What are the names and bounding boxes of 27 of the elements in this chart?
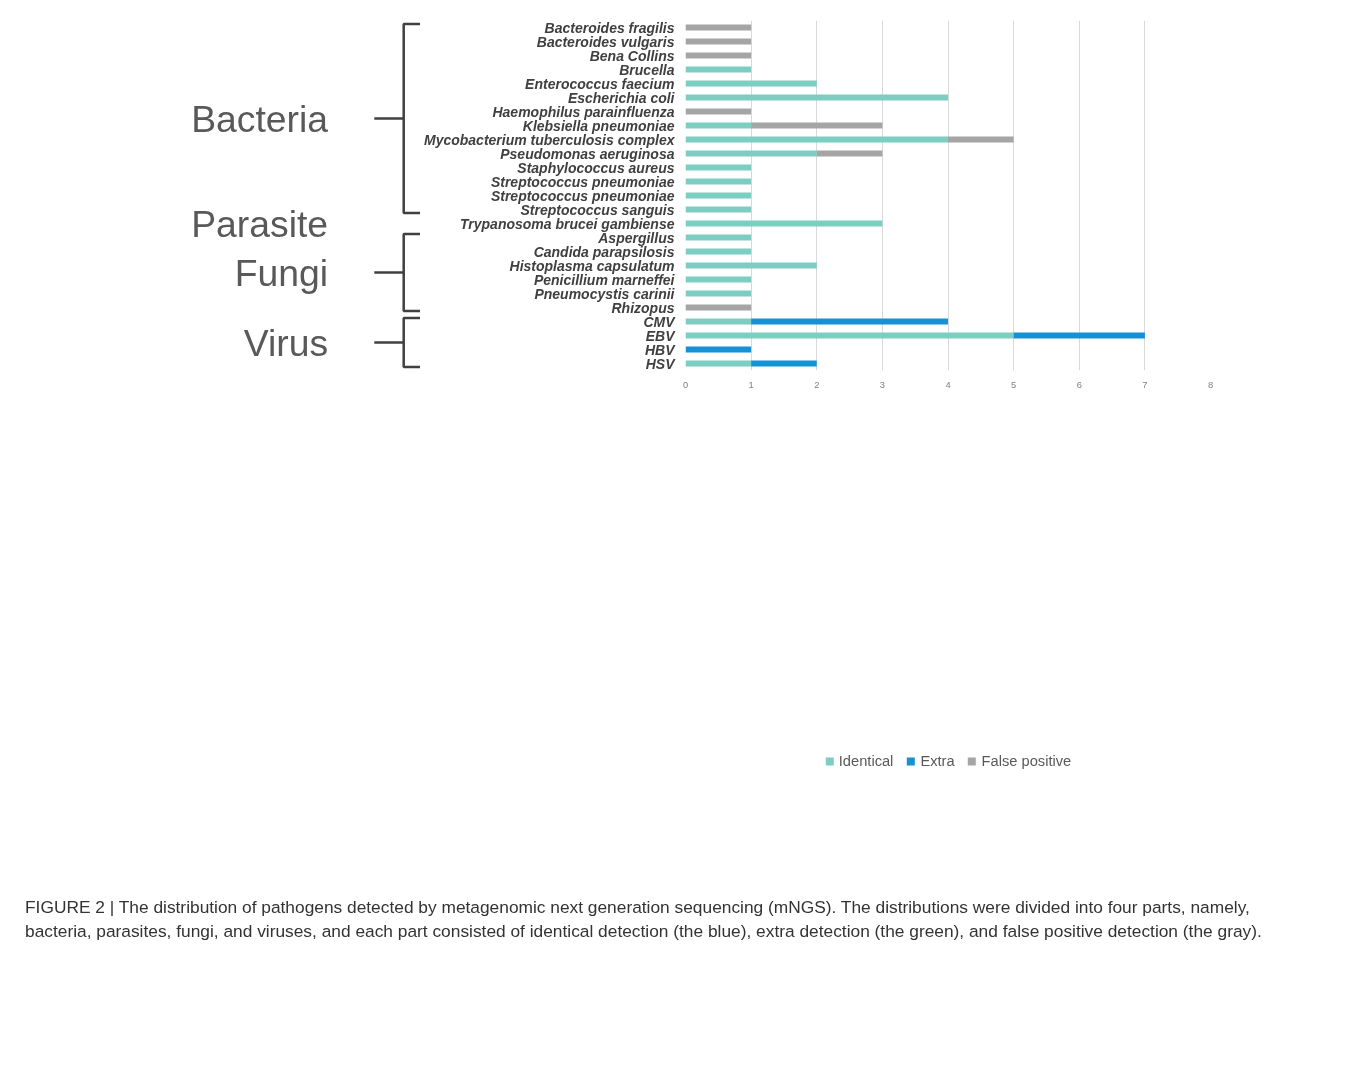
- x-tick-label: 3: [879, 379, 885, 390]
- y-tick-label: HSV: [645, 355, 677, 372]
- text: Virus: [243, 321, 329, 364]
- y-tick-label: Enterococcus faecium: [525, 75, 675, 92]
- y-tick-label: Haemophilus parainfluenza: [492, 103, 675, 120]
- text: Parasite: [191, 202, 329, 245]
- x-tick-label: 2: [814, 379, 820, 390]
- caption: FIGURE 2 | The distribution of pathogens detected by metagenomic next generation sequencing (mNGS). The distributions were divided into four parts, namely, bacteria, parasites, fungi, and viruses, and each part consisted of identical detection (the blue), extra detection (the green), and false positive detection (the gray).: [24, 896, 1263, 944]
- x-tick-label: 7: [1142, 379, 1148, 390]
- y-tick-label: Escherichia coli: [567, 89, 676, 106]
- x-tick-label: 5: [1011, 379, 1017, 390]
- text: Fungi: [234, 251, 329, 294]
- x-tick-label: 0: [682, 379, 689, 390]
- text: Bacteria: [191, 97, 329, 140]
- x-tick-label: 8: [1207, 379, 1214, 390]
- x-tick-label: 4: [945, 379, 951, 390]
- legend-label: Identical: [838, 753, 894, 769]
- x-tick-label: 6: [1076, 379, 1082, 390]
- y-tick-label: EBV: [645, 327, 677, 344]
- legend-label: Extra: [920, 753, 955, 769]
- y-tick-label: Pneumocystis carinii: [534, 285, 676, 302]
- x-tick-label: 1: [748, 379, 754, 390]
- y-tick-label: Brucella: [619, 61, 675, 78]
- y-tick-label: Bacteroides fragilis: [544, 19, 675, 36]
- legend-label: False positive: [981, 753, 1072, 769]
- y-tick-label: Rhizopus: [611, 299, 675, 316]
- y-tick-label: HBV: [644, 341, 677, 358]
